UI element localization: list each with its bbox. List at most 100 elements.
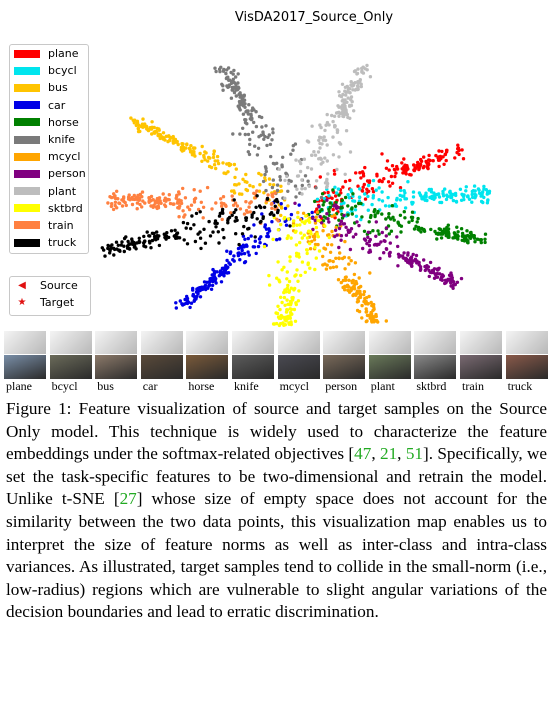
point <box>231 77 235 82</box>
point <box>427 187 431 192</box>
point <box>333 185 337 189</box>
citation-21[interactable]: 21 <box>379 444 398 464</box>
point <box>357 195 362 199</box>
point <box>199 286 203 290</box>
point <box>296 252 301 256</box>
point <box>322 215 326 219</box>
citation-47[interactable]: 47 <box>354 444 372 464</box>
point <box>273 207 277 211</box>
real-thumb <box>140 355 183 379</box>
target-marker-icon: ★ <box>17 297 27 308</box>
point <box>447 235 451 239</box>
point <box>296 299 301 303</box>
point <box>325 212 329 216</box>
point <box>349 80 353 84</box>
point <box>327 235 331 240</box>
point <box>103 254 107 258</box>
point <box>359 217 363 222</box>
point <box>269 202 274 206</box>
point <box>373 213 377 217</box>
point <box>242 94 246 98</box>
point <box>251 130 255 134</box>
point <box>275 188 280 193</box>
point <box>193 239 198 244</box>
point <box>390 181 395 185</box>
citation-51[interactable]: 51 <box>405 444 423 464</box>
point <box>117 201 121 205</box>
point <box>155 230 159 234</box>
point <box>305 248 309 252</box>
point <box>167 193 171 197</box>
legend-item-plant: plant <box>10 183 88 200</box>
point <box>221 266 225 271</box>
point <box>188 305 192 310</box>
point <box>401 256 405 260</box>
point <box>450 276 454 280</box>
point <box>353 204 358 208</box>
point <box>362 182 366 187</box>
point <box>283 303 287 307</box>
point <box>398 186 403 190</box>
point <box>341 285 345 290</box>
point <box>225 76 229 80</box>
point <box>185 301 190 306</box>
citation-27[interactable]: 27 <box>119 489 137 509</box>
point <box>209 287 214 291</box>
point <box>174 306 178 310</box>
point <box>278 307 282 312</box>
point <box>441 192 445 196</box>
point <box>404 197 409 201</box>
legend-swatch <box>14 187 40 196</box>
point <box>325 242 330 247</box>
point <box>151 198 155 202</box>
point <box>402 251 406 255</box>
caption-text-2: ]. Specifically, we set the task-specifi… <box>6 444 548 509</box>
point <box>341 278 346 283</box>
point <box>181 186 185 191</box>
point <box>320 192 325 196</box>
point <box>410 218 414 223</box>
point <box>365 319 369 323</box>
point <box>303 270 307 274</box>
point <box>192 200 197 204</box>
point <box>271 237 275 241</box>
point <box>142 241 146 245</box>
point <box>263 176 267 180</box>
point <box>288 310 293 315</box>
legend-item-bus: bus <box>10 79 88 96</box>
sample-label-plane: plane <box>6 379 32 393</box>
sample-label-plant: plant <box>370 379 395 393</box>
point <box>308 266 312 270</box>
point <box>252 191 256 195</box>
point <box>354 292 359 296</box>
point <box>116 243 121 247</box>
point <box>201 205 206 209</box>
point <box>337 256 341 260</box>
point <box>260 212 264 216</box>
point <box>285 286 290 291</box>
point <box>348 91 352 95</box>
point <box>327 259 331 263</box>
point <box>335 128 340 133</box>
point <box>353 208 358 212</box>
point <box>275 183 280 187</box>
point <box>331 135 335 139</box>
point <box>267 177 272 181</box>
point <box>132 193 136 198</box>
point <box>251 185 255 189</box>
point <box>185 242 190 246</box>
point <box>335 191 339 195</box>
point <box>102 248 106 252</box>
point <box>427 158 431 162</box>
point <box>352 199 357 203</box>
point <box>275 276 279 280</box>
point <box>439 236 444 240</box>
point <box>383 204 388 208</box>
point <box>119 243 124 247</box>
point <box>390 164 395 168</box>
sample-thumb-mcycl <box>277 331 320 379</box>
point <box>344 93 348 97</box>
point <box>374 188 378 192</box>
point <box>234 94 238 98</box>
point <box>419 159 424 163</box>
